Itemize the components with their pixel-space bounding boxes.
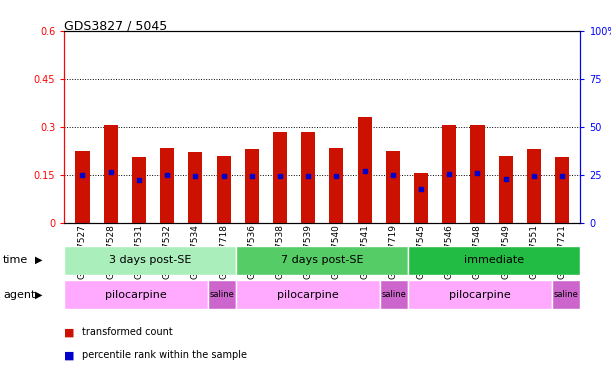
Bar [132,157,146,223]
Text: saline: saline [554,290,579,299]
Bar [470,125,485,223]
Bar [357,117,371,223]
Bar [414,173,428,223]
Text: agent: agent [3,290,35,300]
Bar [236,280,379,309]
Text: 7 days post-SE: 7 days post-SE [281,255,364,265]
Bar [160,147,174,223]
Bar [75,151,90,223]
Bar [188,152,202,223]
Bar [216,156,230,223]
Text: percentile rank within the sample: percentile rank within the sample [82,350,247,360]
Text: pilocarpine: pilocarpine [277,290,339,300]
Text: ▶: ▶ [35,290,43,300]
Text: 3 days post-SE: 3 days post-SE [109,255,191,265]
Bar [208,280,236,309]
Bar [442,125,456,223]
Bar [386,151,400,223]
Bar [408,246,580,275]
Bar [555,157,569,223]
Bar [64,246,236,275]
Text: pilocarpine: pilocarpine [105,290,167,300]
Text: saline: saline [382,290,406,299]
Text: GDS3827 / 5045: GDS3827 / 5045 [64,19,167,32]
Bar [64,280,208,309]
Text: ▶: ▶ [35,255,43,265]
Text: transformed count: transformed count [82,327,174,337]
Bar [236,246,408,275]
Bar [552,280,580,309]
Text: ■: ■ [64,327,75,337]
Bar [527,149,541,223]
Text: ■: ■ [64,350,75,360]
Bar [245,149,259,223]
Text: pilocarpine: pilocarpine [449,290,511,300]
Bar [499,156,513,223]
Text: time: time [3,255,28,265]
Bar [104,125,118,223]
Text: saline: saline [210,290,235,299]
Bar [408,280,552,309]
Bar [301,132,315,223]
Text: immediate: immediate [464,255,524,265]
Bar [273,132,287,223]
Bar [329,147,343,223]
Bar [379,280,408,309]
